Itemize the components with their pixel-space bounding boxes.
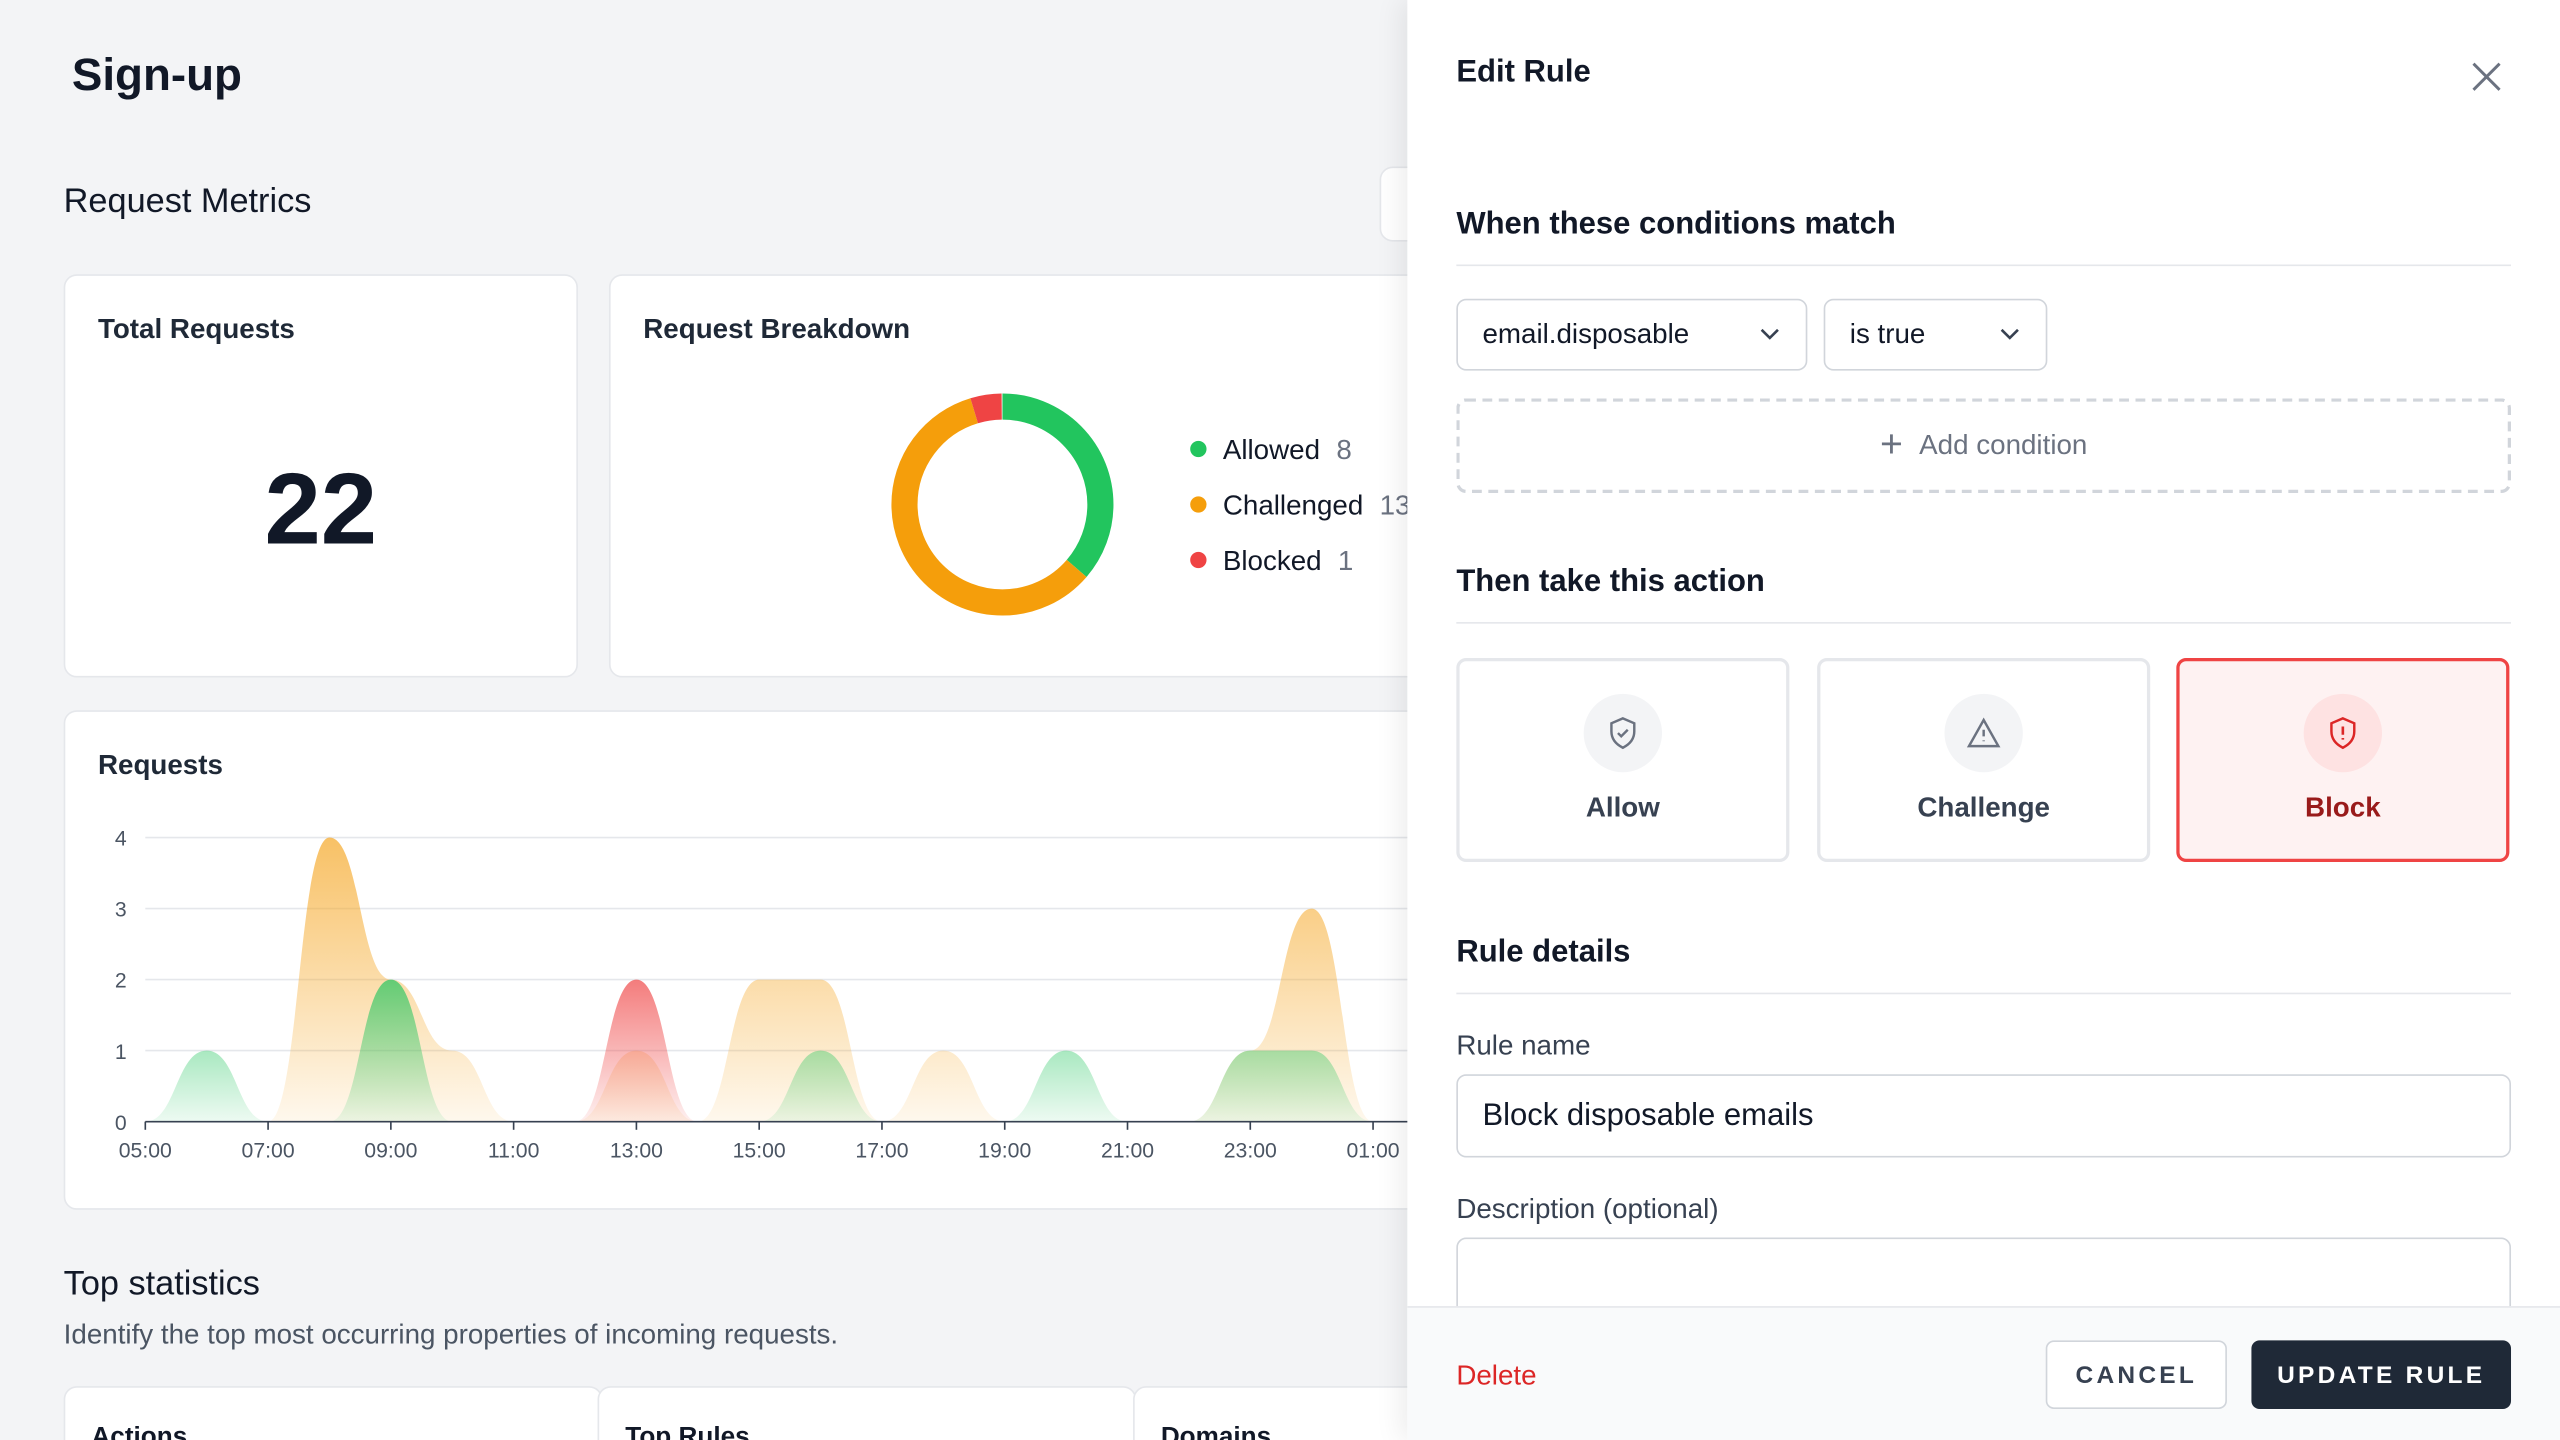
divider bbox=[1456, 992, 2512, 995]
donut-segment bbox=[891, 393, 1114, 616]
operator-select[interactable]: is true bbox=[1823, 298, 2048, 371]
page-title: Sign-up bbox=[71, 48, 242, 100]
field-label: Description (optional) bbox=[1456, 1193, 1719, 1225]
stat-card: Top Rules bbox=[597, 1386, 1137, 1440]
cancel-button[interactable]: CANCEL bbox=[2045, 1340, 2227, 1409]
stat-card: Actions bbox=[63, 1386, 603, 1440]
add-condition[interactable]: + Add condition bbox=[1456, 398, 2512, 494]
x-tick-label: 09:00 bbox=[364, 1140, 417, 1163]
x-tick-label: 11:00 bbox=[488, 1140, 540, 1163]
stat-title: Domains bbox=[1160, 1423, 1272, 1440]
area-chart: 0 1 2 3 4 05:00 07:00 09:00 11:00 13:00 15:00 17:00… bbox=[115, 828, 1537, 1163]
button-label: Add condition bbox=[1919, 429, 2088, 461]
select-value: email.disposable bbox=[1482, 318, 1690, 350]
section-title: Top statistics bbox=[63, 1265, 260, 1303]
x-tick-label: 15:00 bbox=[733, 1140, 786, 1163]
x-tick-label: 01:00 bbox=[1347, 1140, 1400, 1163]
option-label: Allow bbox=[1585, 791, 1660, 823]
field-select[interactable]: email.disposable bbox=[1456, 298, 1808, 371]
y-tick-label: 0 bbox=[115, 1112, 127, 1135]
requests-card: Requests 0 1 2 3 4 05:00 07:00 09:00 11:00 13:00 1… bbox=[63, 710, 1537, 1210]
y-tick-label: 4 bbox=[115, 828, 127, 851]
y-tick-label: 2 bbox=[115, 970, 127, 993]
field-label: Rule name bbox=[1456, 1030, 1591, 1062]
section-subtitle: Identify the top most occurring properti… bbox=[63, 1319, 839, 1351]
action-option[interactable]: Challenge bbox=[1817, 657, 2151, 863]
delete-button[interactable]: Delete bbox=[1456, 1359, 1537, 1392]
legend-dot bbox=[1190, 496, 1207, 513]
input-value: Block disposable emails bbox=[1482, 1097, 1814, 1133]
x-tick-label: 07:00 bbox=[242, 1140, 295, 1163]
x-tick-label: 23:00 bbox=[1224, 1140, 1277, 1163]
donut-chart: Allowed 8 Challenged 13 Blocked 1 bbox=[891, 393, 1411, 616]
section-title: Request Metrics bbox=[63, 182, 312, 221]
edit-panel: Edit Rule When these conditions match em… bbox=[1407, 0, 2560, 1440]
divider bbox=[1456, 264, 2512, 267]
legend-label: Allowed bbox=[1223, 434, 1320, 465]
section-heading: Rule details bbox=[1456, 935, 1631, 970]
x-tick-label: 21:00 bbox=[1101, 1140, 1154, 1163]
breakdown-card: Request Breakdown Allowed 8 Challenged 13 Bl… bbox=[608, 274, 1524, 678]
card-title: Request Breakdown bbox=[643, 313, 911, 345]
area-series bbox=[145, 837, 1435, 1122]
stat-title: Actions bbox=[91, 1423, 188, 1440]
total-card: Total Requests 22 bbox=[63, 274, 578, 678]
update-button[interactable]: UPDATE RULE bbox=[2251, 1340, 2512, 1409]
close-button[interactable] bbox=[2469, 59, 2505, 95]
option-label: Challenge bbox=[1917, 791, 2050, 823]
area-series bbox=[145, 979, 1435, 1122]
section-heading: Then take this action bbox=[1456, 564, 1765, 600]
x-tick-label: 17:00 bbox=[855, 1140, 908, 1163]
x-tick-label: 13:00 bbox=[610, 1140, 663, 1163]
option-label: Block bbox=[2305, 791, 2381, 823]
total-value: 22 bbox=[264, 453, 378, 567]
section-heading: When these conditions match bbox=[1456, 207, 1896, 242]
legend-value: 1 bbox=[1338, 545, 1353, 576]
legend-dot bbox=[1190, 440, 1207, 458]
card-title: Total Requests bbox=[97, 313, 295, 345]
stat-title: Top Rules bbox=[625, 1423, 750, 1440]
legend-value: 13 bbox=[1380, 489, 1411, 520]
panel-title: Edit Rule bbox=[1456, 55, 1591, 90]
legend-value: 8 bbox=[1336, 434, 1351, 465]
x-tick-label: 19:00 bbox=[978, 1140, 1031, 1163]
y-tick-label: 1 bbox=[115, 1041, 127, 1064]
legend-dot bbox=[1190, 551, 1207, 569]
panel-footer: Delete CANCEL UPDATE RULE bbox=[1407, 1306, 2560, 1440]
action-option[interactable]: Block bbox=[2176, 657, 2510, 863]
action-option[interactable]: Allow bbox=[1456, 657, 1790, 863]
select-value: is true bbox=[1849, 318, 1926, 350]
legend-label: Blocked bbox=[1223, 545, 1322, 576]
divider bbox=[1456, 622, 2512, 624]
legend-label: Challenged bbox=[1223, 489, 1363, 520]
donut-segment bbox=[891, 393, 1114, 616]
x-tick-label: 05:00 bbox=[119, 1140, 172, 1163]
card-title: Requests bbox=[97, 749, 223, 781]
y-tick-label: 3 bbox=[115, 899, 127, 922]
text-input[interactable]: Block disposable emails bbox=[1456, 1074, 2512, 1158]
